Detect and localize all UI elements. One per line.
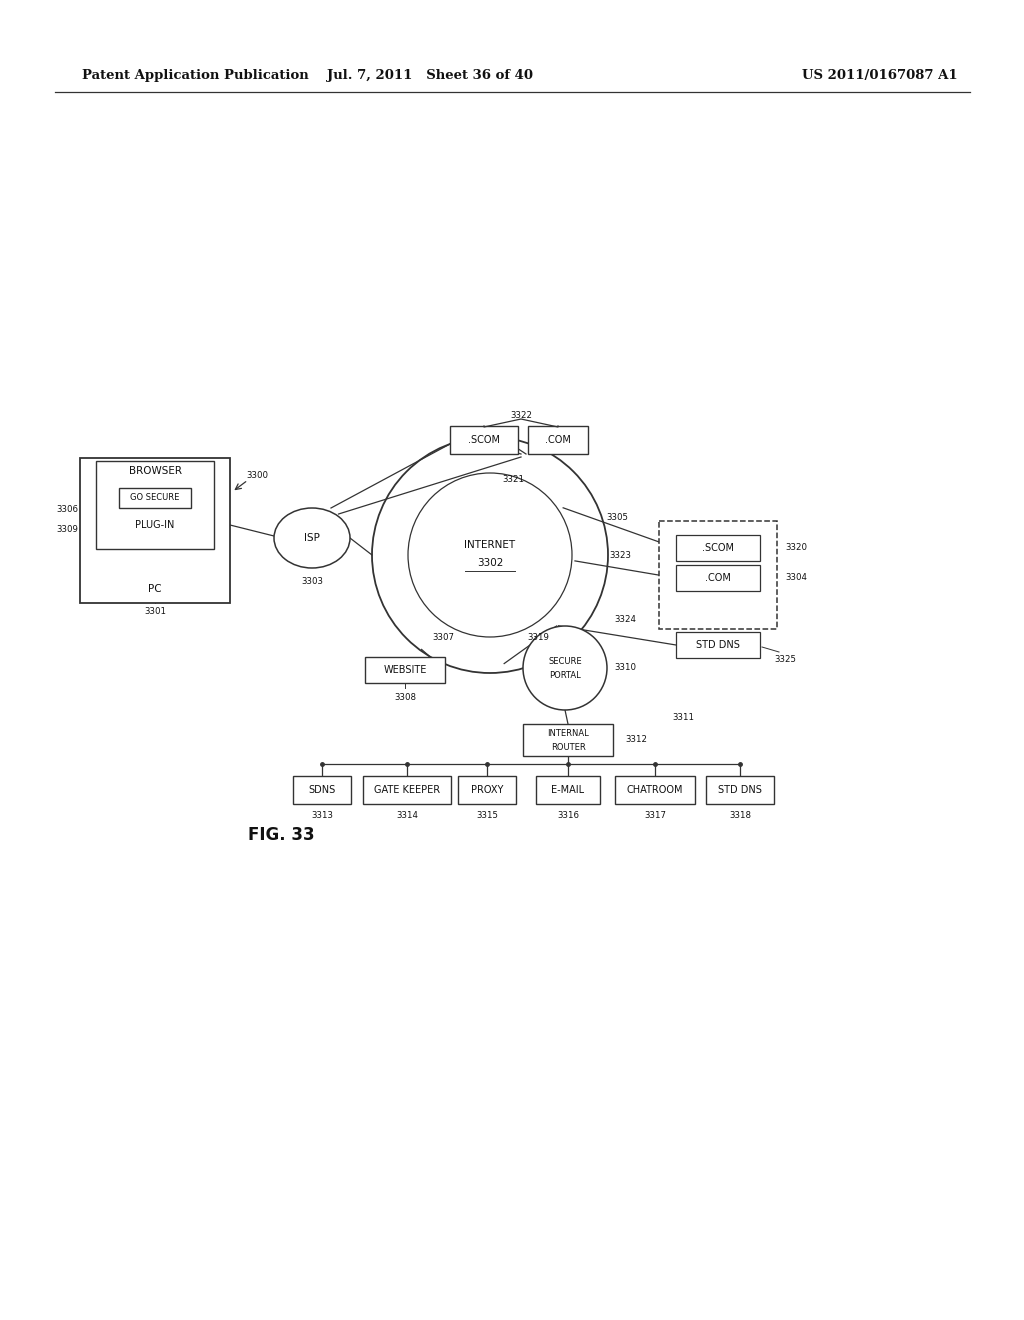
Circle shape (523, 626, 607, 710)
Text: Jul. 7, 2011   Sheet 36 of 40: Jul. 7, 2011 Sheet 36 of 40 (327, 69, 534, 82)
FancyBboxPatch shape (676, 565, 760, 591)
Text: PROXY: PROXY (471, 785, 503, 795)
Text: PC: PC (148, 583, 162, 594)
FancyBboxPatch shape (362, 776, 451, 804)
Text: 3302: 3302 (477, 558, 503, 568)
Text: 3312: 3312 (625, 735, 647, 744)
Text: STD DNS: STD DNS (696, 640, 740, 649)
Text: 3317: 3317 (644, 812, 666, 821)
FancyBboxPatch shape (659, 521, 777, 630)
FancyBboxPatch shape (458, 776, 516, 804)
Ellipse shape (274, 508, 350, 568)
Text: WEBSITE: WEBSITE (383, 665, 427, 675)
Text: 3305: 3305 (606, 512, 628, 521)
Text: PLUG-IN: PLUG-IN (135, 520, 175, 531)
Text: 3320: 3320 (785, 544, 807, 553)
FancyBboxPatch shape (96, 461, 214, 549)
FancyBboxPatch shape (80, 458, 230, 602)
Text: 3316: 3316 (557, 812, 579, 821)
Text: 3308: 3308 (394, 693, 416, 702)
Circle shape (372, 437, 608, 673)
FancyBboxPatch shape (536, 776, 600, 804)
Text: INTERNET: INTERNET (465, 540, 515, 550)
Text: 3309: 3309 (56, 525, 78, 535)
Text: 3314: 3314 (396, 812, 418, 821)
Text: BROWSER: BROWSER (128, 466, 181, 477)
Text: PORTAL: PORTAL (549, 672, 581, 681)
Circle shape (408, 473, 572, 638)
FancyBboxPatch shape (676, 632, 760, 657)
Text: 3311: 3311 (672, 714, 694, 722)
Text: 3313: 3313 (311, 812, 333, 821)
Text: ISP: ISP (304, 533, 319, 543)
Text: .SCOM: .SCOM (468, 436, 500, 445)
Text: 3307: 3307 (432, 634, 454, 643)
FancyBboxPatch shape (706, 776, 774, 804)
FancyBboxPatch shape (615, 776, 695, 804)
Text: E-MAIL: E-MAIL (552, 785, 585, 795)
FancyBboxPatch shape (293, 776, 351, 804)
Text: 3324: 3324 (614, 615, 636, 624)
Text: SECURE: SECURE (548, 656, 582, 665)
Text: Patent Application Publication: Patent Application Publication (82, 69, 309, 82)
Text: CHATROOM: CHATROOM (627, 785, 683, 795)
Text: 3318: 3318 (729, 812, 751, 821)
Text: SDNS: SDNS (308, 785, 336, 795)
Text: .COM: .COM (545, 436, 571, 445)
Text: .COM: .COM (706, 573, 731, 583)
Text: 3303: 3303 (301, 578, 323, 586)
Text: 3310: 3310 (614, 664, 636, 672)
Text: US 2011/0167087 A1: US 2011/0167087 A1 (802, 69, 957, 82)
Text: 3323: 3323 (609, 550, 631, 560)
Text: .SCOM: .SCOM (702, 543, 734, 553)
Text: 3325: 3325 (774, 656, 796, 664)
Text: 3301: 3301 (144, 607, 166, 616)
Text: 3306: 3306 (56, 506, 78, 515)
Text: GATE KEEPER: GATE KEEPER (374, 785, 440, 795)
Text: FIG. 33: FIG. 33 (248, 826, 314, 843)
Text: 3321: 3321 (502, 475, 524, 484)
FancyBboxPatch shape (676, 535, 760, 561)
Text: 3319: 3319 (527, 632, 549, 642)
Text: 3315: 3315 (476, 812, 498, 821)
FancyBboxPatch shape (365, 657, 445, 682)
Text: 3300: 3300 (246, 471, 268, 480)
FancyBboxPatch shape (450, 426, 518, 454)
FancyBboxPatch shape (119, 488, 191, 508)
Text: ROUTER: ROUTER (551, 742, 586, 751)
Text: GO SECURE: GO SECURE (130, 494, 179, 503)
Text: 3304: 3304 (785, 573, 807, 582)
FancyBboxPatch shape (528, 426, 588, 454)
FancyBboxPatch shape (523, 723, 613, 756)
Text: STD DNS: STD DNS (718, 785, 762, 795)
Text: 3322: 3322 (510, 411, 532, 420)
Text: INTERNAL: INTERNAL (547, 729, 589, 738)
